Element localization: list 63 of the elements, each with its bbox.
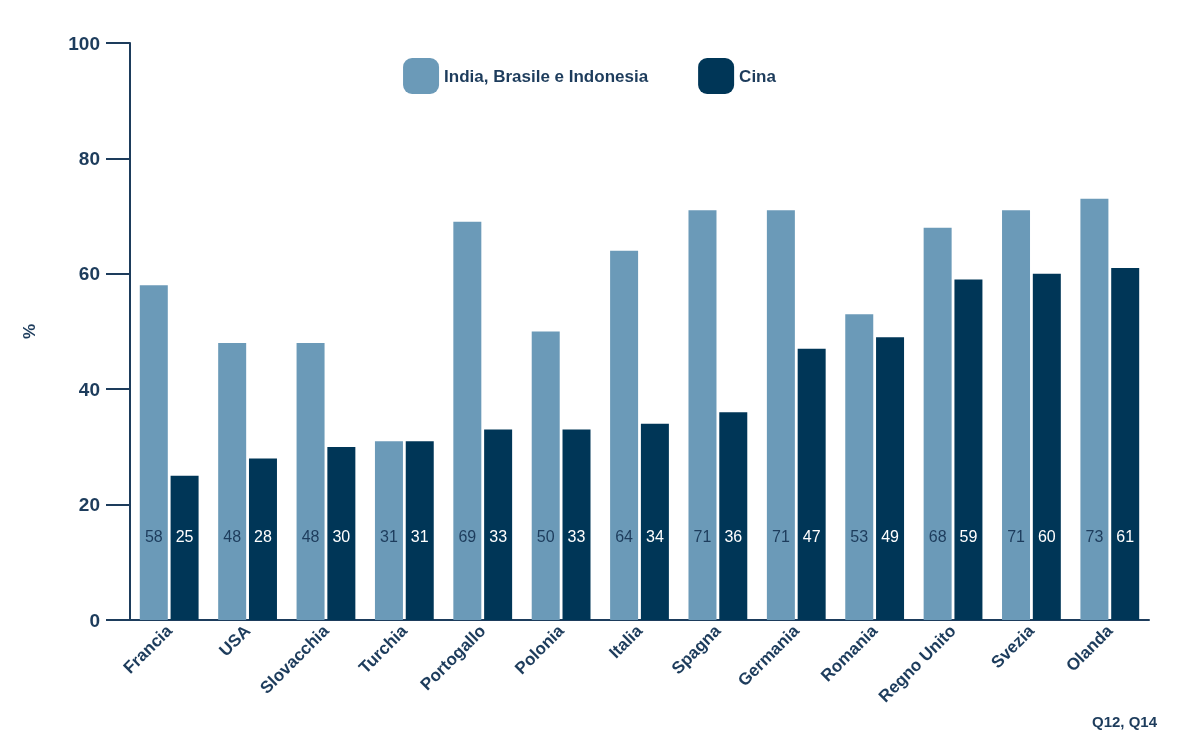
data-label: 73	[1085, 527, 1104, 545]
data-label: 34	[646, 527, 664, 545]
bar	[1111, 268, 1140, 620]
data-label: 71	[693, 527, 712, 545]
data-label: 71	[771, 527, 790, 545]
bar	[374, 441, 403, 620]
bar	[845, 314, 874, 620]
data-label: 48	[301, 527, 320, 545]
y-tick-label: 100	[68, 32, 100, 54]
data-label: 31	[410, 527, 429, 545]
data-label: 25	[175, 527, 194, 545]
bar	[531, 331, 560, 620]
bar	[139, 285, 168, 620]
legend-label: Cina	[739, 66, 777, 86]
data-label: 60	[1037, 527, 1056, 545]
bar	[1080, 198, 1109, 620]
bar	[453, 221, 482, 620]
data-label: 64	[615, 527, 634, 545]
y-tick-label: 40	[78, 378, 100, 400]
bar	[484, 429, 513, 620]
bar	[296, 343, 325, 620]
y-tick-label: 20	[78, 494, 100, 516]
y-axis-title: %	[20, 323, 39, 340]
data-label: 48	[223, 527, 242, 545]
data-label: 36	[724, 527, 743, 545]
bar	[248, 458, 277, 620]
legend-label: India, Brasile e Indonesia	[444, 66, 649, 86]
data-label: 30	[332, 527, 351, 545]
bar	[405, 441, 434, 620]
data-label: 33	[567, 527, 586, 545]
data-label: 69	[458, 527, 477, 545]
data-label: 47	[802, 527, 821, 545]
bar	[1002, 210, 1031, 620]
y-tick-label: 80	[78, 147, 100, 169]
text: Q12, Q14	[1091, 713, 1158, 730]
bar	[640, 423, 669, 620]
bar	[610, 250, 639, 620]
bar	[719, 412, 748, 620]
data-label: 33	[489, 527, 508, 545]
data-label: 31	[380, 527, 398, 545]
data-label: 61	[1116, 527, 1135, 545]
bar	[797, 348, 826, 620]
data-label: 53	[850, 527, 869, 545]
bar	[954, 279, 983, 620]
bar	[562, 429, 591, 620]
data-label: 28	[254, 527, 272, 545]
y-tick-label: 0	[89, 609, 100, 631]
data-label: 68	[928, 527, 947, 545]
bar	[327, 446, 356, 620]
data-label: 71	[1007, 527, 1026, 545]
bar	[923, 227, 952, 620]
data-label: 50	[536, 527, 555, 545]
bar	[218, 343, 247, 620]
y-tick-label: 60	[78, 263, 100, 285]
data-label: 58	[144, 527, 163, 545]
data-label: 49	[881, 527, 900, 545]
bar	[876, 337, 905, 620]
data-label: 59	[959, 527, 978, 545]
bar	[766, 210, 795, 620]
bar	[170, 475, 199, 620]
bar	[1032, 273, 1061, 620]
bar	[688, 210, 717, 620]
x-tick-label: USA	[215, 621, 255, 661]
